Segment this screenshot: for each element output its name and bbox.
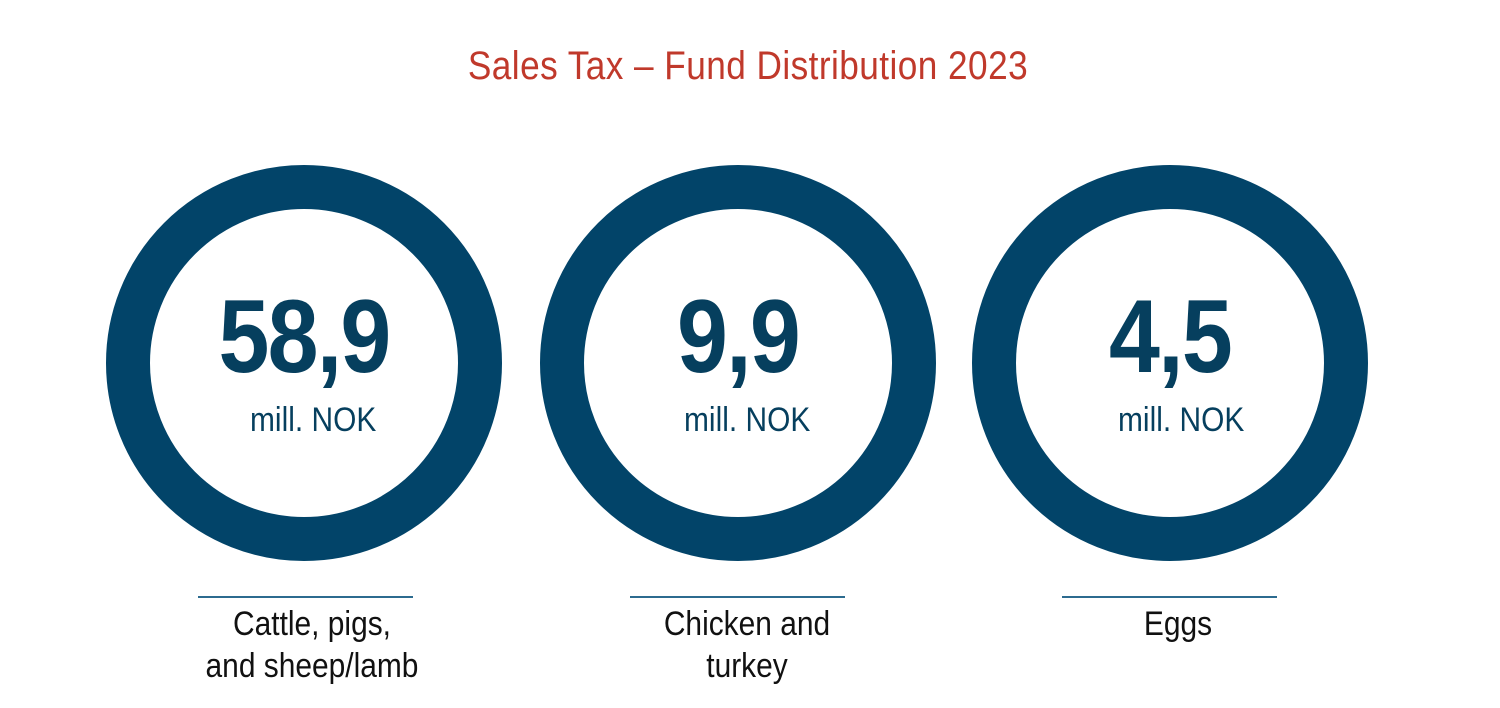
- amount-value: 58,9: [218, 279, 391, 395]
- caption-line: Chicken and: [663, 605, 831, 643]
- amount-unit: mill. NOK: [250, 401, 377, 439]
- page-title: Sales Tax – Fund Distribution 2023: [467, 44, 1029, 88]
- amount-unit: mill. NOK: [1118, 401, 1245, 439]
- divider-line: [198, 596, 413, 598]
- caption-line: turkey: [706, 647, 788, 685]
- category-caption: Cattle, pigs, and sheep/lamb: [136, 603, 488, 687]
- amount-value: 4,5: [1109, 279, 1233, 395]
- category-caption: Chicken and turkey: [571, 603, 923, 687]
- divider-line: [630, 596, 845, 598]
- caption-line: Cattle, pigs,: [233, 605, 391, 643]
- caption-line: Eggs: [1143, 605, 1213, 643]
- category-caption: Eggs: [1002, 603, 1354, 645]
- divider-line: [1062, 596, 1277, 598]
- amount-unit: mill. NOK: [684, 401, 811, 439]
- amount-value: 9,9: [677, 279, 801, 395]
- caption-line: and sheep/lamb: [205, 647, 419, 685]
